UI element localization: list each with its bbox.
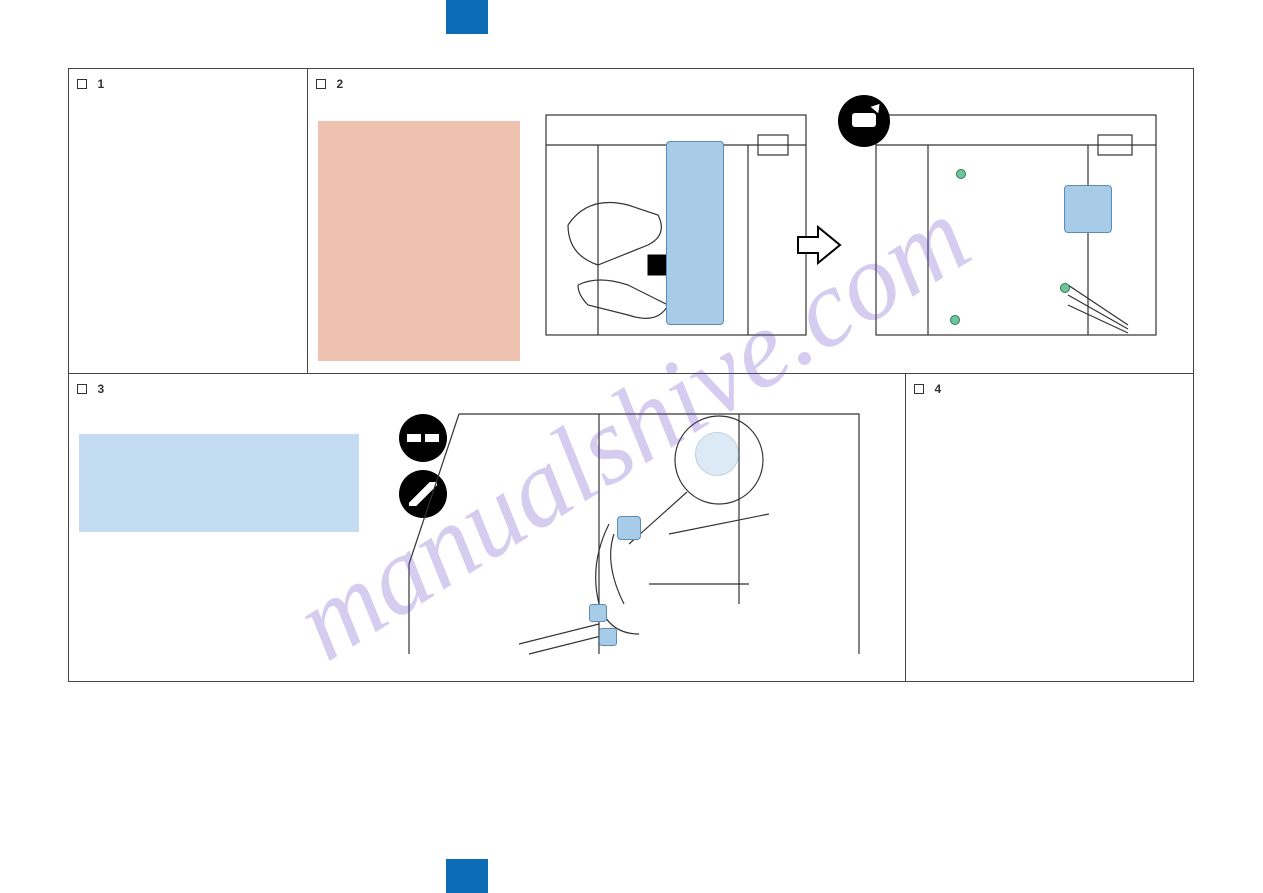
clamp-highlight-1 [589,604,607,622]
step-4-number: 4 [934,382,941,396]
fan-cover-highlight [1064,185,1112,233]
step-2-number: 2 [336,77,343,91]
row-2: 3 [68,374,1194,682]
step-1-cell: 1 [68,68,308,374]
content-grid: 1 2 [68,68,1194,682]
footer-brand-square [446,859,488,893]
step-3-checkbox [77,384,87,394]
step-2-diagram-screws [868,105,1168,353]
row-1: 1 2 [68,68,1194,374]
note-box [79,434,359,532]
screw-icon [838,95,890,147]
page-footer [0,853,1263,893]
highlighted-panel-1 [666,141,724,325]
step-4-checkbox [914,384,924,394]
step-1-text-block [77,97,299,151]
clamp-highlight-2 [599,628,617,646]
screw-point-1 [956,169,966,179]
caution-text [318,121,520,164]
step-3-diagram-connectors [399,404,869,664]
caution-box [318,121,520,361]
step-2-cell: 2 [308,68,1194,374]
note-text [79,434,359,495]
step-1-number: 1 [97,77,104,91]
connector-highlight-1 [695,432,739,476]
step-4-cell: 4 [906,374,1194,682]
step-2-checkbox [316,79,326,89]
screw-point-3 [1060,283,1070,293]
step-1-checkbox [77,79,87,89]
arrow-right-icon [796,225,842,265]
step-3-number: 3 [97,382,104,396]
header-brand-square [446,0,488,34]
page-header [0,0,1263,40]
step-3-cell: 3 [68,374,906,682]
step-4-text-block [914,402,1185,474]
connector-highlight-2 [617,516,641,540]
step-2-diagram-insert-panel [538,105,818,353]
screw-point-2 [950,315,960,325]
